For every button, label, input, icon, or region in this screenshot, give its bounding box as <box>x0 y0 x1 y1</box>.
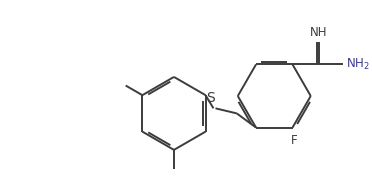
Text: NH$_2$: NH$_2$ <box>346 57 369 72</box>
Text: S: S <box>206 91 215 105</box>
Text: F: F <box>291 134 298 147</box>
Text: NH: NH <box>310 26 328 39</box>
